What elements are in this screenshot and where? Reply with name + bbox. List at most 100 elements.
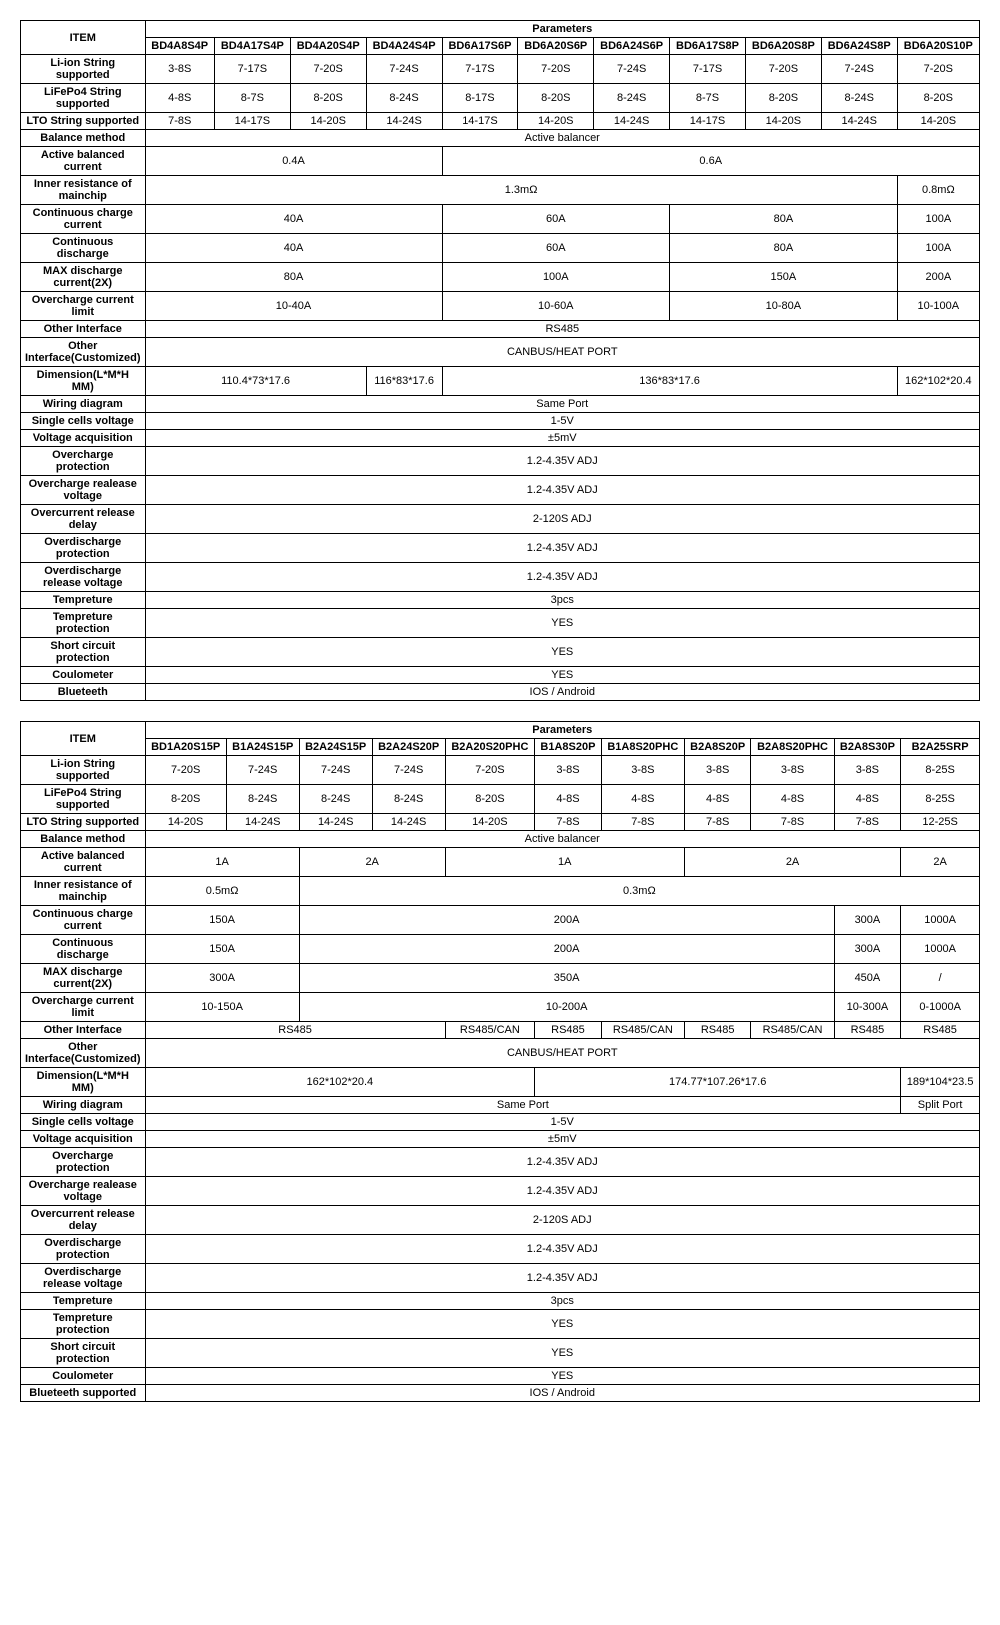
row-label: Overcharge realease voltage — [21, 1177, 146, 1206]
data-cell: 8-24S — [226, 785, 299, 814]
data-cell: 7-8S — [535, 814, 602, 831]
row-label: Li-ion String supported — [21, 756, 146, 785]
data-cell: 10-60A — [442, 292, 670, 321]
data-cell: RS485/CAN — [751, 1022, 834, 1039]
table-row: Single cells voltage1-5V — [21, 413, 980, 430]
col-header: B1A8S20P — [535, 739, 602, 756]
row-label: Other Interface — [21, 1022, 146, 1039]
params-header: Parameters — [145, 722, 979, 739]
data-cell: CANBUS/HEAT PORT — [145, 338, 979, 367]
row-label: LTO String supported — [21, 814, 146, 831]
col-header: BD6A17S6P — [442, 38, 518, 55]
col-header: BD6A24S8P — [821, 38, 897, 55]
data-cell: 10-150A — [145, 993, 299, 1022]
table-row: LTO String supported7-8S14-17S14-20S14-2… — [21, 113, 980, 130]
table-row: Continuous discharge40A60A80A100A — [21, 234, 980, 263]
data-cell: 1.2-4.35V ADJ — [145, 476, 979, 505]
data-cell: CANBUS/HEAT PORT — [145, 1039, 979, 1068]
data-cell: 110.4*73*17.6 — [145, 367, 366, 396]
data-cell: 14-20S — [445, 814, 535, 831]
table-row: Li-ion String supported3-8S7-17S7-20S7-2… — [21, 55, 980, 84]
data-cell: 1.2-4.35V ADJ — [145, 563, 979, 592]
data-cell: Split Port — [901, 1097, 980, 1114]
table-row: Active balanced current1A2A1A2A2A — [21, 848, 980, 877]
data-cell: 80A — [145, 263, 442, 292]
row-label: Single cells voltage — [21, 1114, 146, 1131]
data-cell: 7-24S — [821, 55, 897, 84]
table-row: Overcharge protection1.2-4.35V ADJ — [21, 447, 980, 476]
data-cell: 150A — [145, 906, 299, 935]
data-cell: 136*83*17.6 — [442, 367, 897, 396]
data-cell: 189*104*23.5 — [901, 1068, 980, 1097]
row-label: Active balanced current — [21, 147, 146, 176]
data-cell: Active balancer — [145, 130, 979, 147]
data-cell: 14-20S — [290, 113, 366, 130]
data-cell: 7-8S — [601, 814, 684, 831]
data-cell: 60A — [442, 234, 670, 263]
table-row: Overcharge current limit10-40A10-60A10-8… — [21, 292, 980, 321]
data-cell: 4-8S — [535, 785, 602, 814]
data-cell: 1.3mΩ — [145, 176, 897, 205]
data-cell: 14-17S — [214, 113, 290, 130]
data-cell: 14-17S — [442, 113, 518, 130]
table-row: Tempreture3pcs — [21, 592, 980, 609]
row-label: Overdischarge release voltage — [21, 563, 146, 592]
data-cell: 14-20S — [518, 113, 594, 130]
data-cell: RS485 — [145, 1022, 445, 1039]
table-row: Overcurrent release delay2-120S ADJ — [21, 1206, 980, 1235]
col-header: BD6A24S6P — [594, 38, 670, 55]
data-cell: 8-25S — [901, 756, 980, 785]
data-cell: 7-17S — [214, 55, 290, 84]
data-cell: 7-20S — [290, 55, 366, 84]
col-header: BD4A24S4P — [366, 38, 442, 55]
data-cell: 8-20S — [897, 84, 979, 113]
data-cell: 10-80A — [670, 292, 898, 321]
col-header: B2A25SRP — [901, 739, 980, 756]
col-header: B2A8S20PHC — [751, 739, 834, 756]
table-row: Other InterfaceRS485 — [21, 321, 980, 338]
table-row: BlueteethIOS / Android — [21, 684, 980, 701]
data-cell: 14-24S — [226, 814, 299, 831]
table-row: Overcurrent release delay2-120S ADJ — [21, 505, 980, 534]
data-cell: 14-17S — [670, 113, 746, 130]
data-cell: 150A — [670, 263, 898, 292]
row-label: Tempreture protection — [21, 1310, 146, 1339]
col-header: B2A8S30P — [834, 739, 901, 756]
data-cell: 10-100A — [897, 292, 979, 321]
row-label: Short circuit protection — [21, 638, 146, 667]
table-row: Inner resistance of mainchip1.3mΩ0.8mΩ — [21, 176, 980, 205]
data-cell: 3-8S — [145, 55, 214, 84]
data-cell: 7-20S — [745, 55, 821, 84]
data-cell: 3-8S — [834, 756, 901, 785]
table-row: Other Interface(Customized)CANBUS/HEAT P… — [21, 338, 980, 367]
data-cell: 200A — [897, 263, 979, 292]
table-row: Dimension(L*M*H MM)162*102*20.4174.77*10… — [21, 1068, 980, 1097]
col-header: B2A20S20PHC — [445, 739, 535, 756]
data-cell: 4-8S — [145, 84, 214, 113]
data-cell: 3pcs — [145, 592, 979, 609]
row-label: Inner resistance of mainchip — [21, 877, 146, 906]
row-label: Continuous discharge — [21, 234, 146, 263]
row-label: Coulometer — [21, 667, 146, 684]
data-cell: 1-5V — [145, 413, 979, 430]
data-cell: 7-24S — [299, 756, 372, 785]
data-cell: Same Port — [145, 1097, 901, 1114]
data-cell: 8-24S — [366, 84, 442, 113]
col-header: BD6A20S8P — [745, 38, 821, 55]
table-row: Other InterfaceRS485RS485/CANRS485RS485/… — [21, 1022, 980, 1039]
table-row: Balance methodActive balancer — [21, 130, 980, 147]
data-cell: 7-20S — [518, 55, 594, 84]
table-row: Overdischarge release voltage1.2-4.35V A… — [21, 563, 980, 592]
col-header: BD6A20S6P — [518, 38, 594, 55]
data-cell: 2A — [684, 848, 900, 877]
data-cell: YES — [145, 1368, 979, 1385]
col-header: BD6A17S8P — [670, 38, 746, 55]
row-label: Wiring diagram — [21, 1097, 146, 1114]
data-cell: RS485 — [145, 321, 979, 338]
row-label: Balance method — [21, 130, 146, 147]
data-cell: 2-120S ADJ — [145, 1206, 979, 1235]
data-cell: 350A — [299, 964, 834, 993]
row-label: Dimension(L*M*H MM) — [21, 1068, 146, 1097]
row-label: Overcharge current limit — [21, 993, 146, 1022]
data-cell: 1000A — [901, 935, 980, 964]
